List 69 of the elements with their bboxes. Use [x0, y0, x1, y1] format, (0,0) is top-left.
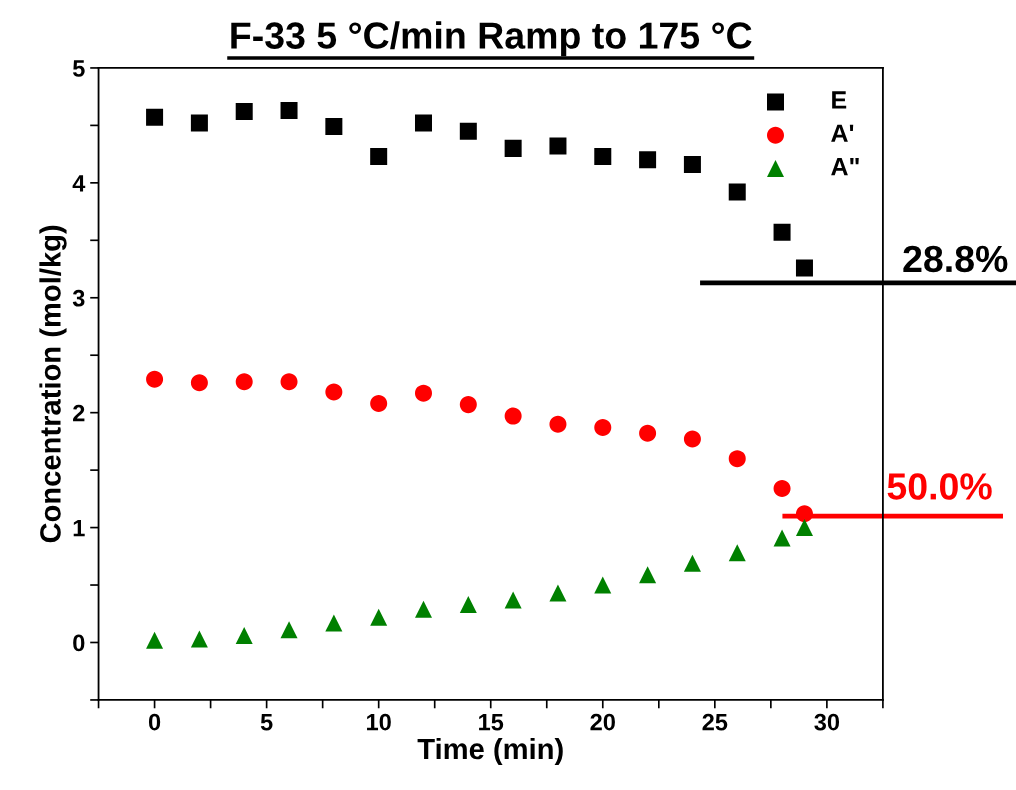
legend-label: E [832, 91, 847, 109]
y-axis-title: Concentration (mol/kg) [39, 225, 67, 543]
point [146, 370, 164, 388]
legend-label: A" [831, 157, 859, 176]
point [795, 259, 813, 277]
point [594, 419, 612, 437]
point [235, 373, 253, 391]
point [146, 631, 164, 649]
point [773, 223, 791, 241]
point [190, 374, 208, 392]
x-tick-label: 25 [702, 713, 728, 731]
y-tick-label: 5 [72, 60, 85, 77]
point [683, 430, 701, 448]
point [325, 383, 343, 401]
point [683, 155, 701, 173]
point [190, 114, 208, 132]
point [594, 147, 612, 165]
y-tick-label: 3 [72, 289, 85, 307]
point [414, 114, 432, 132]
point [459, 396, 477, 414]
y-tick-label: 1 [73, 519, 85, 537]
point [773, 480, 791, 498]
point [235, 103, 253, 121]
point [504, 139, 522, 157]
point [773, 529, 791, 547]
legend-label: A' [831, 124, 854, 142]
point [639, 566, 657, 584]
text: 50.0% [887, 473, 992, 500]
point [639, 151, 657, 169]
point [370, 147, 388, 165]
point [728, 544, 746, 562]
point [280, 373, 298, 391]
point [639, 424, 657, 442]
point [280, 621, 298, 639]
point [325, 614, 343, 632]
point [325, 118, 343, 136]
point [728, 183, 746, 201]
point [795, 505, 813, 523]
x-axis-title: Time (min) [417, 737, 563, 766]
x-tick-label: 15 [479, 714, 504, 731]
x-tick-label: 10 [367, 713, 391, 731]
y-tick-label: 0 [73, 634, 85, 652]
point [370, 394, 388, 412]
x-tick-label: 0 [148, 713, 161, 731]
point [504, 407, 522, 425]
chart-title: F-33 5 °C/min Ramp to 175 °C [231, 21, 752, 57]
point [683, 554, 701, 572]
point [370, 608, 388, 626]
x-tick-label: 20 [590, 713, 615, 731]
point [146, 108, 164, 126]
point [549, 584, 567, 602]
y-tick-label: 2 [73, 404, 85, 422]
point [459, 596, 477, 614]
y-tick-label: 4 [72, 175, 86, 192]
point [414, 600, 432, 618]
point [549, 137, 567, 155]
point [795, 519, 813, 537]
point [728, 450, 746, 468]
point [414, 384, 432, 402]
point [190, 630, 208, 648]
point [235, 627, 253, 645]
point [459, 122, 477, 140]
x-tick-label: 30 [814, 713, 840, 731]
x-tick-label: 5 [260, 714, 273, 731]
point [549, 415, 567, 433]
point [594, 576, 612, 594]
point [280, 101, 298, 119]
point [504, 591, 522, 609]
text: 28.8% [903, 245, 1008, 273]
